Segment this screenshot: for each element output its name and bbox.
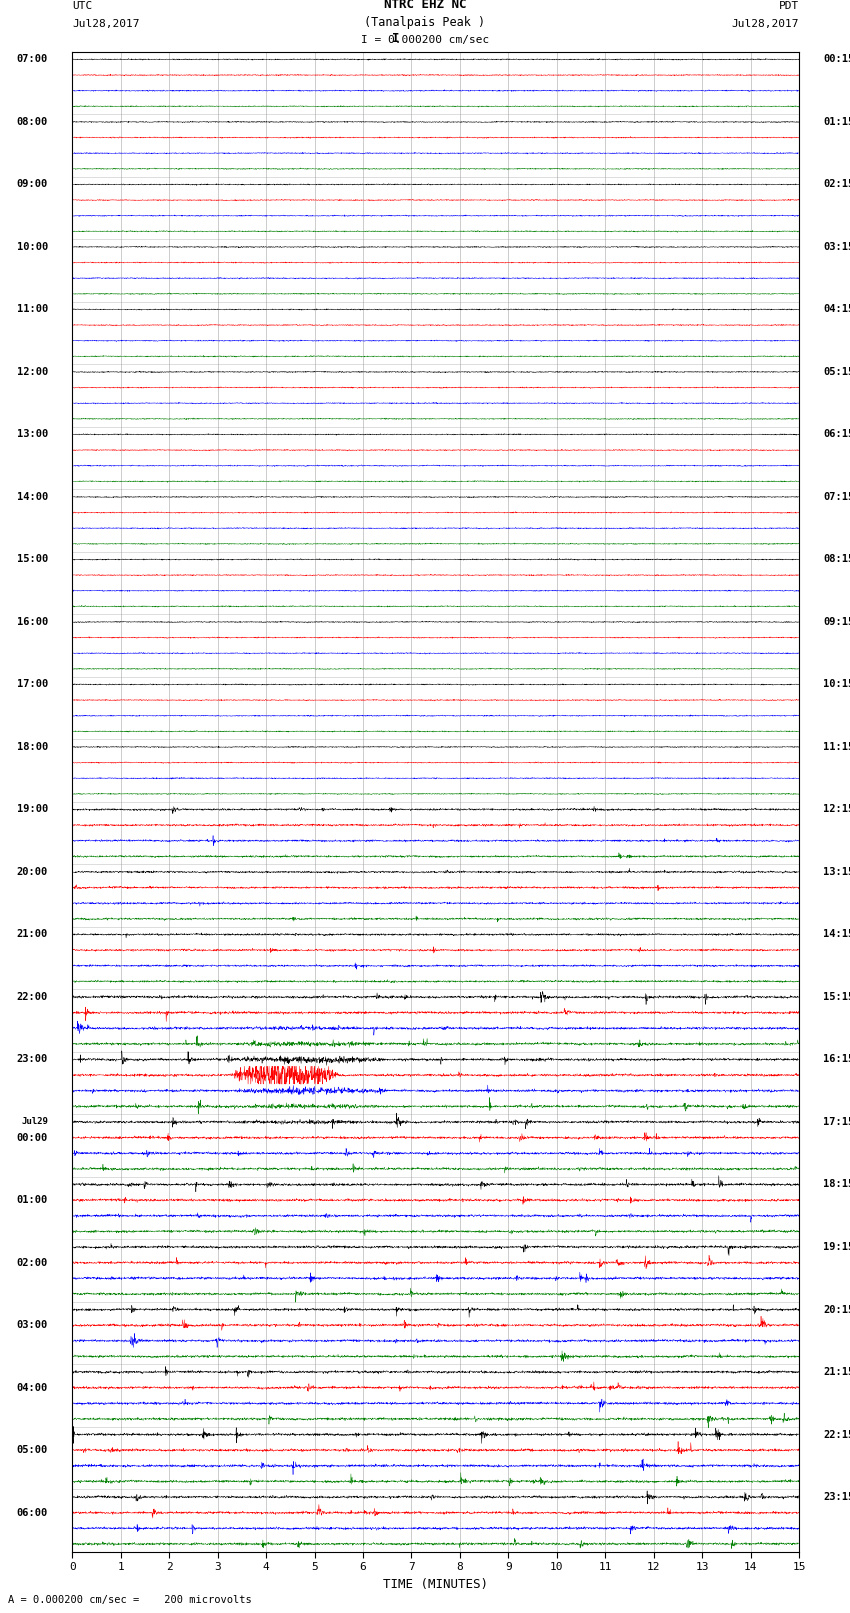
Text: 10:00: 10:00 [17, 242, 48, 252]
Text: 01:15: 01:15 [823, 116, 850, 127]
Text: 06:15: 06:15 [823, 429, 850, 439]
Text: 00:15: 00:15 [823, 55, 850, 65]
Text: Jul28,2017: Jul28,2017 [72, 19, 139, 29]
Text: 18:15: 18:15 [823, 1179, 850, 1189]
Text: 12:15: 12:15 [823, 805, 850, 815]
Text: 00:00: 00:00 [17, 1132, 48, 1142]
Text: 19:00: 19:00 [17, 805, 48, 815]
Text: 17:00: 17:00 [17, 679, 48, 689]
X-axis label: TIME (MINUTES): TIME (MINUTES) [383, 1578, 488, 1590]
Text: 14:00: 14:00 [17, 492, 48, 502]
Text: 08:15: 08:15 [823, 555, 850, 565]
Text: 08:00: 08:00 [17, 116, 48, 127]
Text: 09:15: 09:15 [823, 616, 850, 627]
Text: 23:15: 23:15 [823, 1492, 850, 1502]
Text: 05:15: 05:15 [823, 366, 850, 377]
Text: 01:00: 01:00 [17, 1195, 48, 1205]
Text: PDT: PDT [779, 2, 799, 11]
Text: 02:15: 02:15 [823, 179, 850, 189]
Text: 02:00: 02:00 [17, 1258, 48, 1268]
Text: 11:00: 11:00 [17, 305, 48, 315]
Text: 21:15: 21:15 [823, 1366, 850, 1378]
Text: 13:15: 13:15 [823, 866, 850, 877]
Text: (Tanalpais Peak ): (Tanalpais Peak ) [365, 16, 485, 29]
Text: 15:15: 15:15 [823, 992, 850, 1002]
Text: 18:00: 18:00 [17, 742, 48, 752]
Text: I: I [393, 32, 400, 45]
Text: 20:00: 20:00 [17, 866, 48, 877]
Text: 04:15: 04:15 [823, 305, 850, 315]
Text: 07:00: 07:00 [17, 55, 48, 65]
Text: 03:00: 03:00 [17, 1319, 48, 1331]
Text: 06:00: 06:00 [17, 1508, 48, 1518]
Text: 13:00: 13:00 [17, 429, 48, 439]
Text: 22:00: 22:00 [17, 992, 48, 1002]
Text: I = 0.000200 cm/sec: I = 0.000200 cm/sec [361, 35, 489, 45]
Text: 05:00: 05:00 [17, 1445, 48, 1455]
Text: UTC: UTC [72, 2, 93, 11]
Text: 15:00: 15:00 [17, 555, 48, 565]
Text: 16:00: 16:00 [17, 616, 48, 627]
Text: 16:15: 16:15 [823, 1055, 850, 1065]
Text: 12:00: 12:00 [17, 366, 48, 377]
Text: 04:00: 04:00 [17, 1382, 48, 1392]
Text: 23:00: 23:00 [17, 1055, 48, 1065]
Text: 10:15: 10:15 [823, 679, 850, 689]
Text: 21:00: 21:00 [17, 929, 48, 939]
Text: 19:15: 19:15 [823, 1242, 850, 1252]
Text: Jul28,2017: Jul28,2017 [732, 19, 799, 29]
Text: 14:15: 14:15 [823, 929, 850, 939]
Text: Jul29: Jul29 [21, 1118, 48, 1126]
Text: NTRC EHZ NC: NTRC EHZ NC [383, 0, 467, 11]
Text: A = 0.000200 cm/sec =    200 microvolts: A = 0.000200 cm/sec = 200 microvolts [8, 1595, 252, 1605]
Text: 07:15: 07:15 [823, 492, 850, 502]
Text: 17:15: 17:15 [823, 1116, 850, 1127]
Text: 11:15: 11:15 [823, 742, 850, 752]
Text: 22:15: 22:15 [823, 1429, 850, 1439]
Text: 09:00: 09:00 [17, 179, 48, 189]
Text: 03:15: 03:15 [823, 242, 850, 252]
Text: 20:15: 20:15 [823, 1305, 850, 1315]
